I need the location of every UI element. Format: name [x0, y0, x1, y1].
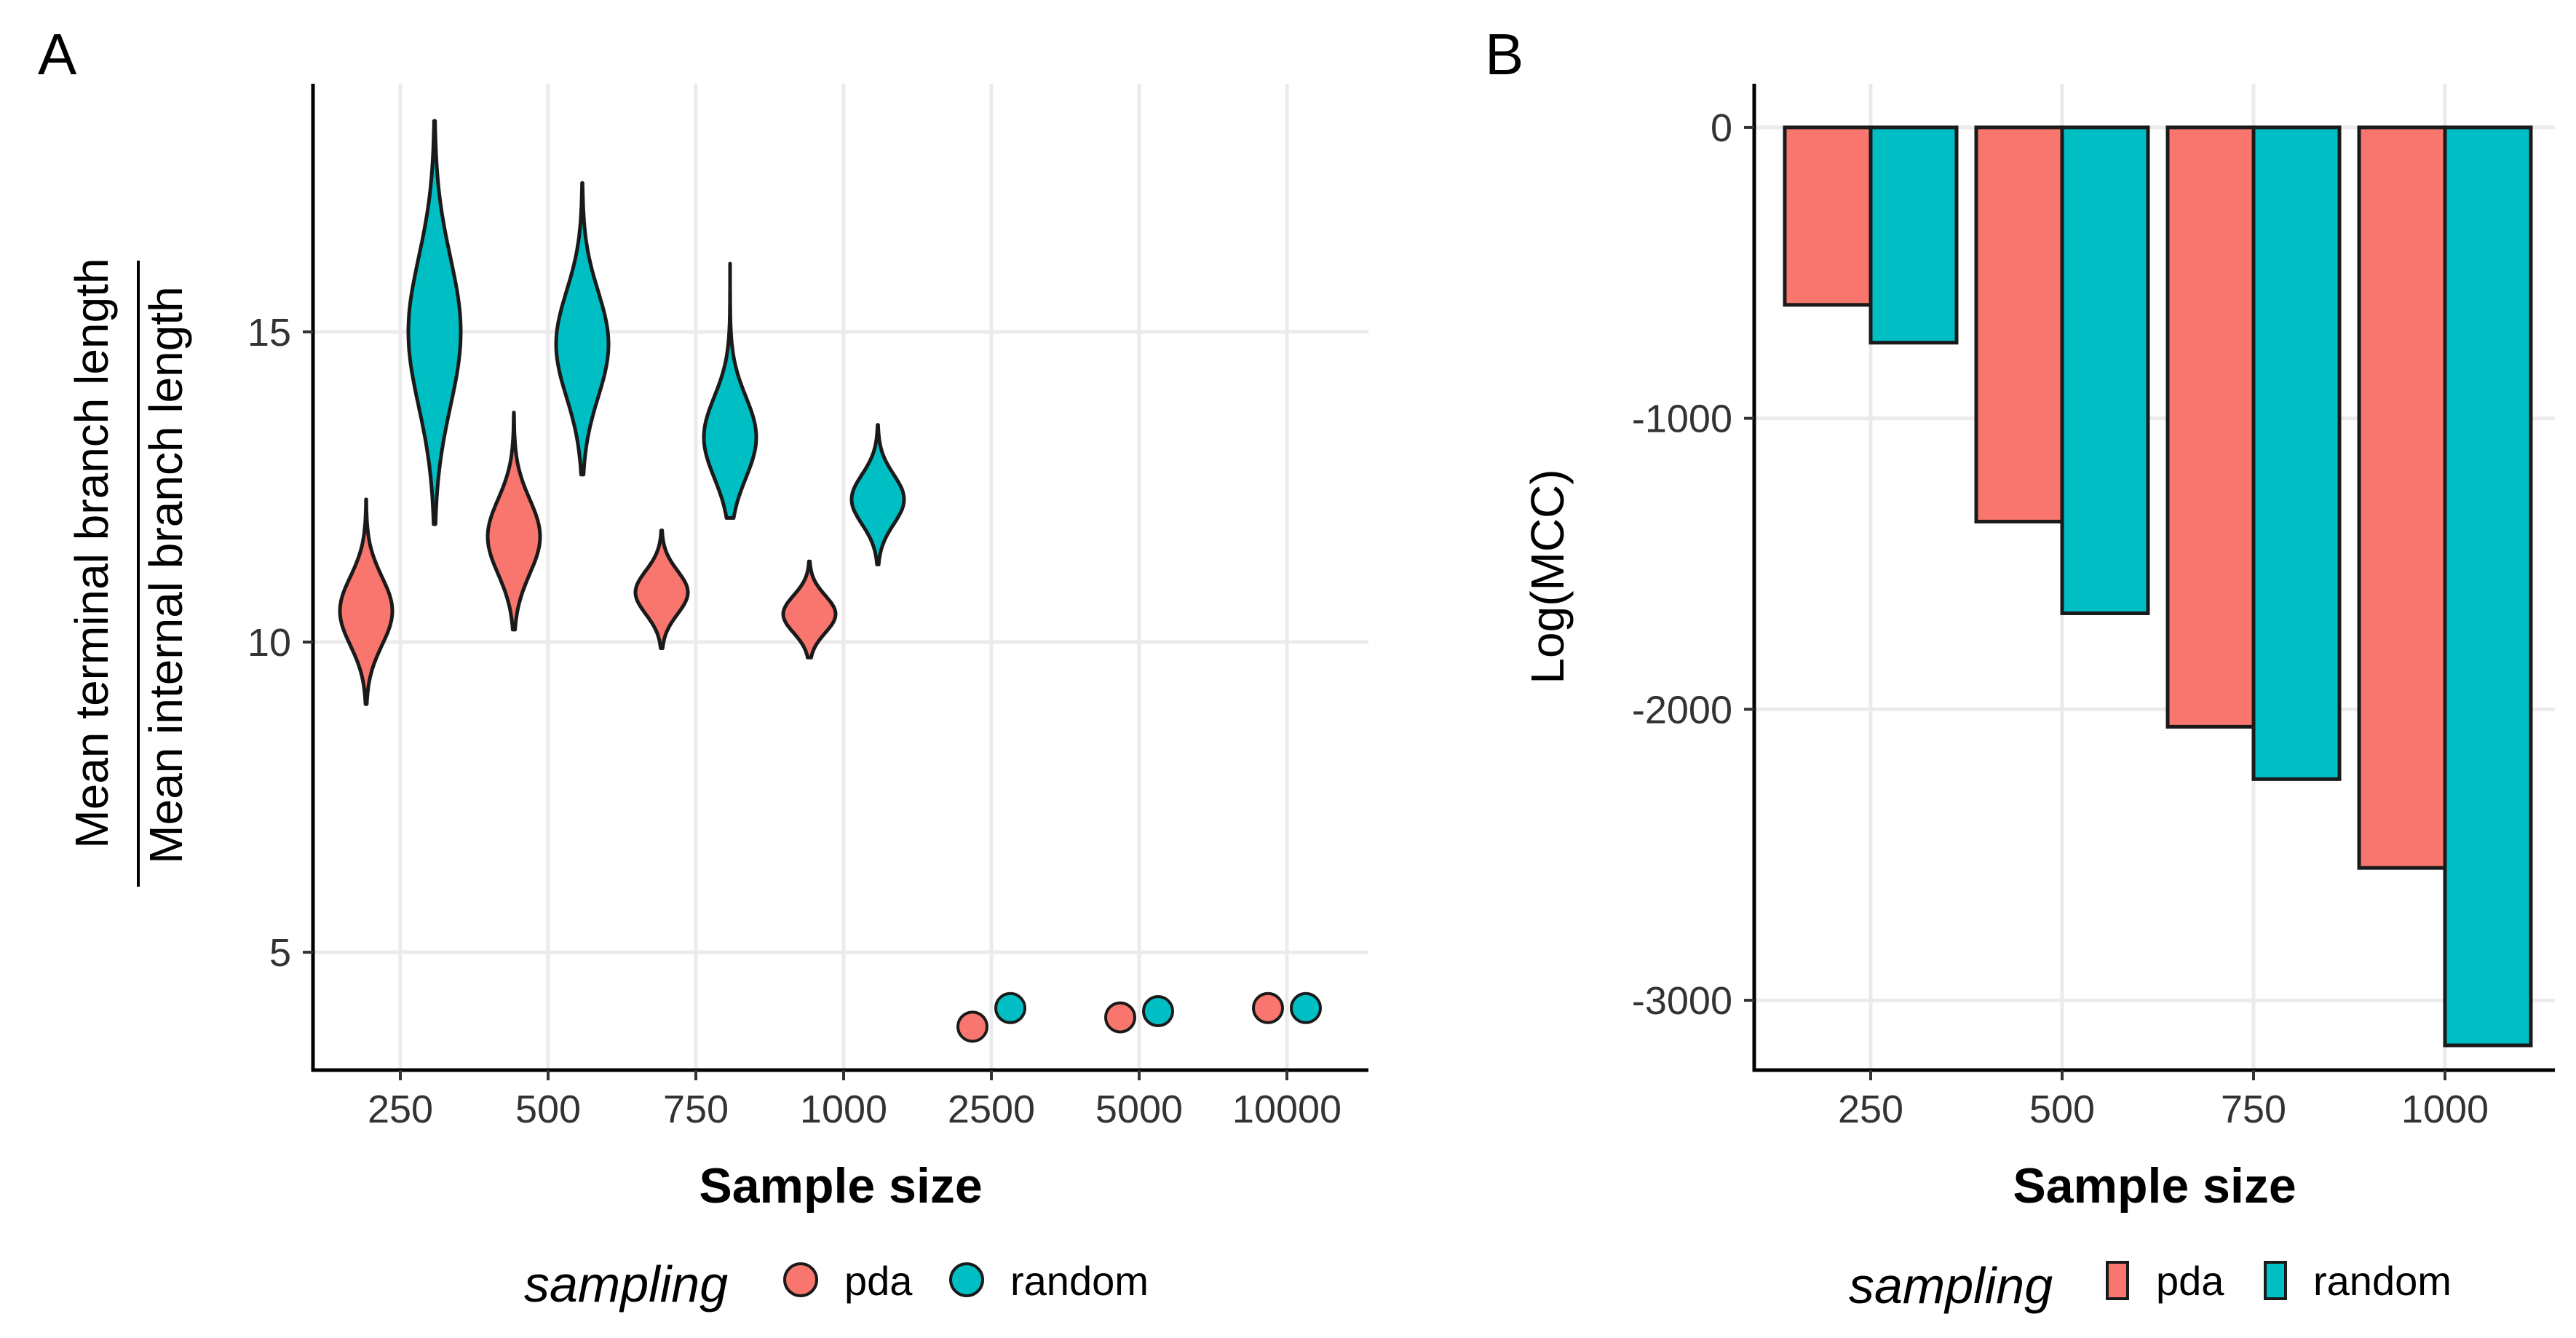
panel-a-ticks: 5 10 15 250 500 750 1000 2500 5000 10000: [247, 311, 1341, 1131]
panel-b-y-tick-label: -2000: [1632, 688, 1732, 732]
panel-a-x-tick-label: 10000: [1232, 1088, 1341, 1131]
panel-a-axes: [311, 84, 1368, 1072]
panel-b-legend-key-random: [2264, 1261, 2287, 1300]
bar-pda-250: [1783, 125, 1873, 307]
point-random-2500: [994, 991, 1026, 1024]
panel-a-y-title-denominator: Mean internal branch length: [140, 286, 192, 863]
panel-a-legend-key-random: [949, 1262, 984, 1297]
panel-a-y-tick-label: 5: [269, 931, 291, 975]
panel-a-y-tick-label: 10: [247, 621, 291, 665]
panel-a-x-tick-label: 5000: [1095, 1088, 1183, 1131]
bar-pda-500: [1974, 125, 2064, 524]
panel-a-x-tick-label: 2500: [948, 1088, 1035, 1131]
panel-b-x-tick-label: 500: [2029, 1088, 2095, 1131]
panel-a-y-axis-title: Mean terminal branch length Mean interna…: [66, 258, 192, 887]
violin-random-250: [406, 119, 463, 526]
panel-a-y-tick-label: 15: [247, 311, 291, 355]
panel-a-x-tick-label: 1000: [800, 1088, 887, 1131]
panel-a-gridlines: [313, 84, 1368, 1070]
panel-b-ticks: 0 -1000 -2000 -3000 250 500 750 1000: [1632, 106, 2489, 1131]
panel-a-legend-key-pda: [783, 1262, 818, 1297]
bar-random-750: [2251, 125, 2342, 781]
point-pda-10000: [1252, 991, 1284, 1024]
panel-a-legend: sampling pda random: [524, 1256, 1149, 1313]
panel-b-legend-key-pda: [2106, 1261, 2129, 1300]
panel-a-marks: [338, 119, 1322, 1043]
panel-a-letter: A: [38, 22, 77, 87]
panel-b-axes: [1752, 84, 2555, 1072]
violin-pda-750: [633, 529, 690, 650]
point-random-10000: [1290, 991, 1322, 1024]
panel-a-legend-label-random: random: [1010, 1258, 1149, 1304]
panel-b-bar-chart: B 0 -1000 -2000 -3000 250 500 750 1000 Sample s…: [1485, 22, 2555, 1314]
panel-b-legend-label-random: random: [2313, 1258, 2452, 1304]
bar-random-250: [1868, 125, 1959, 345]
panel-b-y-tick-label: 0: [1711, 106, 1732, 150]
violin-pda-500: [486, 411, 542, 632]
panel-b-y-tick-label: -1000: [1632, 397, 1732, 441]
bar-pda-750: [2165, 125, 2256, 729]
violin-pda-250: [338, 497, 395, 706]
panel-b-legend: sampling pda random: [1849, 1257, 2452, 1314]
bar-random-1000: [2443, 125, 2533, 1048]
panel-a-x-axis-title: Sample size: [699, 1158, 982, 1214]
panel-a-legend-label-pda: pda: [844, 1258, 913, 1304]
bar-random-500: [2060, 125, 2150, 615]
violin-random-750: [702, 261, 758, 520]
panel-b-x-tick-label: 250: [1838, 1088, 1903, 1131]
point-pda-2500: [956, 1010, 988, 1043]
panel-b-legend-label-pda: pda: [2156, 1258, 2224, 1304]
panel-b-y-tick-label: -3000: [1632, 979, 1732, 1023]
panel-b-y-axis-title: Log(MCC): [1521, 469, 1574, 684]
panel-b-x-axis-title: Sample size: [2013, 1158, 2296, 1214]
violin-random-500: [554, 181, 611, 477]
point-random-5000: [1142, 995, 1174, 1028]
panel-a-x-tick-label: 250: [368, 1088, 433, 1131]
panel-b-marks: [1783, 125, 2533, 1048]
panel-b-legend-title: sampling: [1849, 1257, 2053, 1314]
panel-b-x-tick-label: 1000: [2401, 1088, 2489, 1131]
panel-b-x-tick-label: 750: [2221, 1088, 2286, 1131]
point-pda-5000: [1104, 1001, 1136, 1034]
panel-a-violin-chart: A 5 10 15 250 500 750 1000 2500 5000 10000 Sample…: [38, 22, 1368, 1313]
violin-pda-1000: [781, 559, 838, 660]
panel-a-x-tick-label: 500: [515, 1088, 581, 1131]
violin-random-1000: [849, 423, 906, 566]
panel-a-x-tick-label: 750: [663, 1088, 729, 1131]
panel-a-y-title-numerator: Mean terminal branch length: [66, 258, 118, 848]
bar-pda-1000: [2357, 125, 2447, 870]
panel-a-legend-title: sampling: [524, 1256, 728, 1313]
panel-b-letter: B: [1485, 22, 1523, 87]
